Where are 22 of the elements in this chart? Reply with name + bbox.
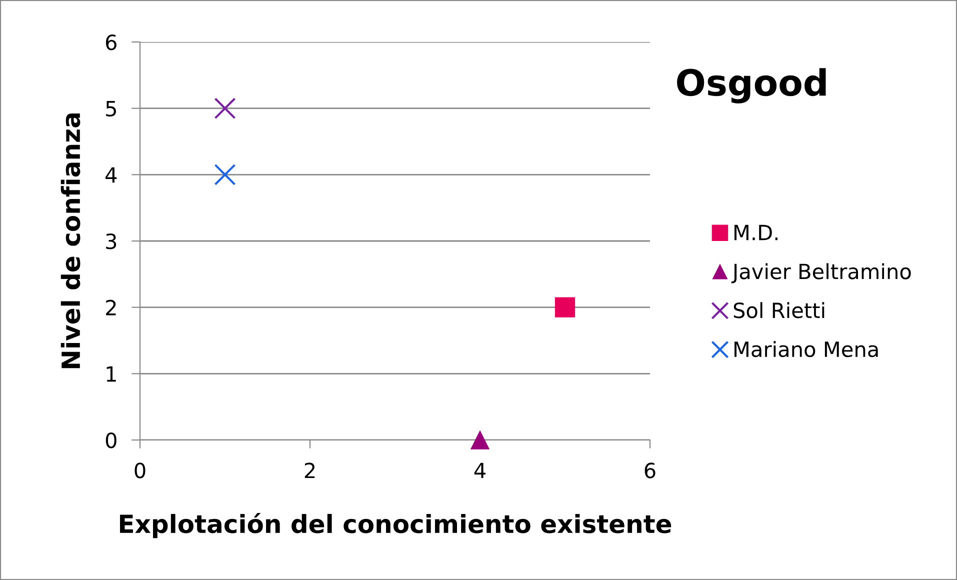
y-tick-label: 3	[106, 233, 116, 250]
legend-label: Mariano Mena	[734, 341, 878, 358]
y-tick-label: 2	[106, 300, 116, 316]
y-tick-label: 0	[106, 432, 116, 448]
point	[470, 430, 490, 450]
x-axis-title: Explotación del conocimiento existente	[120, 512, 672, 538]
y-tick-label: 1	[106, 366, 116, 382]
legend-label: Sol Rietti	[734, 302, 824, 318]
y-tick-label: 5	[106, 101, 116, 117]
x-tick-label: 0	[134, 462, 146, 478]
y-axis-title: Nivel de confianza	[60, 114, 80, 368]
point	[214, 98, 236, 120]
legend-label: M.D.	[734, 224, 778, 240]
point	[554, 297, 576, 318]
x-tick-label: 4	[474, 462, 486, 478]
legend-label: Javier Beltramino	[731, 263, 911, 284]
y-tick-label: 4	[106, 167, 117, 183]
x-tick-label: 2	[304, 462, 315, 478]
point	[214, 164, 236, 186]
x-tick-label: 6	[644, 462, 656, 478]
text: Osgood	[677, 68, 826, 104]
y-tick-label: 6	[106, 34, 116, 50]
